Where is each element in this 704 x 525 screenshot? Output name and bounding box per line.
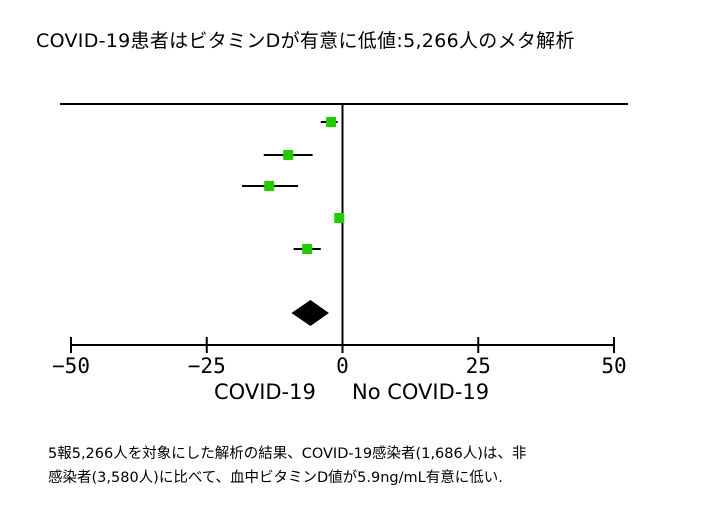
caption-line-1: 5報5,266人を対象にした解析の結果、COVID-19感染者(1,686人)は… [48, 446, 527, 462]
x-tick-label: −25 [188, 354, 226, 378]
chart-title: COVID-19患者はビタミンDが有意に低値:5,266人のメタ解析 [36, 30, 575, 52]
x-tick-label: 0 [336, 354, 349, 378]
effect-marker [334, 213, 345, 223]
study-row [320, 117, 338, 127]
x-label-left: COVID-19 [214, 380, 316, 404]
caption-line-2: 感染者(3,580人)に比べて、血中ビタミンD値が5.9ng/mL有意に低い. [48, 470, 503, 486]
pooled-estimate-diamond [291, 300, 329, 326]
study-row [293, 244, 321, 254]
study-row [334, 213, 345, 223]
x-tick-label: 50 [601, 354, 626, 378]
effect-marker [283, 150, 294, 160]
forest-plot: −50 −25 0 25 50 COVID-19 No COVID-19 [52, 103, 628, 404]
study-row [263, 150, 313, 160]
effect-marker [302, 244, 313, 254]
x-tick-label: −50 [52, 354, 90, 378]
study-estimates [242, 117, 345, 254]
study-row [242, 181, 298, 191]
effect-marker [264, 181, 275, 191]
caption: 5報5,266人を対象にした解析の結果、COVID-19感染者(1,686人)は… [48, 442, 526, 490]
x-axis-ticks: −50 −25 0 25 50 [52, 337, 627, 378]
effect-marker [326, 117, 337, 127]
x-tick-label: 25 [466, 354, 491, 378]
x-label-right: No COVID-19 [352, 380, 489, 404]
